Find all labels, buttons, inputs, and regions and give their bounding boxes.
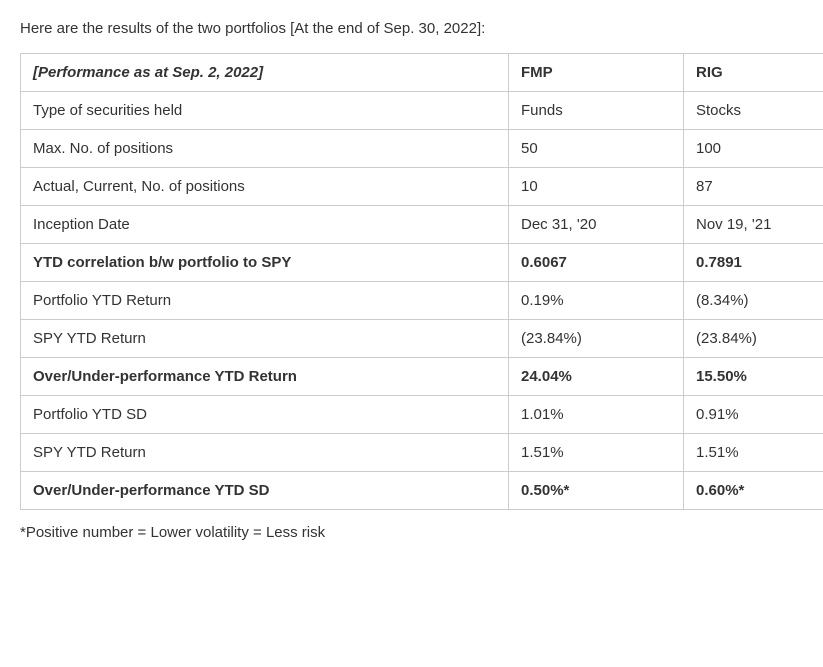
- row-fmp-value: 0.19%: [509, 282, 684, 320]
- row-rig-value: 1.51%: [684, 434, 823, 472]
- row-label: Type of securities held: [21, 92, 509, 130]
- row-rig-value: 0.91%: [684, 396, 823, 434]
- row-fmp-value: 1.51%: [509, 434, 684, 472]
- row-fmp-value: 1.01%: [509, 396, 684, 434]
- table-row: Type of securities heldFundsStocks: [21, 92, 823, 130]
- row-rig-value: 100: [684, 130, 823, 168]
- row-label: Max. No. of positions: [21, 130, 509, 168]
- row-fmp-value: Dec 31, '20: [509, 206, 684, 244]
- row-rig-value: 15.50%: [684, 358, 823, 396]
- row-label: Inception Date: [21, 206, 509, 244]
- row-fmp-value: 0.6067: [509, 244, 684, 282]
- table-row: YTD correlation b/w portfolio to SPY0.60…: [21, 244, 823, 282]
- table-row: Over/Under-performance YTD Return24.04%1…: [21, 358, 823, 396]
- row-fmp-value: 0.50%*: [509, 472, 684, 510]
- row-label: Portfolio YTD Return: [21, 282, 509, 320]
- table-row: Portfolio YTD Return0.19%(8.34%): [21, 282, 823, 320]
- table-row: Actual, Current, No. of positions1087: [21, 168, 823, 206]
- row-label: Over/Under-performance YTD SD: [21, 472, 509, 510]
- row-rig-value: Nov 19, '21: [684, 206, 823, 244]
- header-fmp: FMP: [509, 54, 684, 92]
- performance-table: [Performance as at Sep. 2, 2022] FMP RIG…: [20, 53, 823, 510]
- row-fmp-value: 24.04%: [509, 358, 684, 396]
- row-rig-value: 0.7891: [684, 244, 823, 282]
- table-row: SPY YTD Return(23.84%)(23.84%): [21, 320, 823, 358]
- header-label: [Performance as at Sep. 2, 2022]: [21, 54, 509, 92]
- table-row: SPY YTD Return1.51%1.51%: [21, 434, 823, 472]
- row-rig-value: (8.34%): [684, 282, 823, 320]
- row-label: Portfolio YTD SD: [21, 396, 509, 434]
- row-label: Actual, Current, No. of positions: [21, 168, 509, 206]
- table-row: Over/Under-performance YTD SD0.50%*0.60%…: [21, 472, 823, 510]
- footnote-text: *Positive number = Lower volatility = Le…: [20, 524, 803, 541]
- row-label: SPY YTD Return: [21, 434, 509, 472]
- row-fmp-value: Funds: [509, 92, 684, 130]
- row-label: SPY YTD Return: [21, 320, 509, 358]
- row-rig-value: Stocks: [684, 92, 823, 130]
- row-fmp-value: 50: [509, 130, 684, 168]
- intro-text: Here are the results of the two portfoli…: [20, 20, 803, 37]
- row-fmp-value: 10: [509, 168, 684, 206]
- table-header-row: [Performance as at Sep. 2, 2022] FMP RIG: [21, 54, 823, 92]
- row-label: YTD correlation b/w portfolio to SPY: [21, 244, 509, 282]
- row-rig-value: 87: [684, 168, 823, 206]
- table-row: Portfolio YTD SD1.01%0.91%: [21, 396, 823, 434]
- table-row: Inception DateDec 31, '20Nov 19, '21: [21, 206, 823, 244]
- row-rig-value: 0.60%*: [684, 472, 823, 510]
- table-body: Type of securities heldFundsStocksMax. N…: [21, 92, 823, 510]
- row-label: Over/Under-performance YTD Return: [21, 358, 509, 396]
- table-row: Max. No. of positions50100: [21, 130, 823, 168]
- row-rig-value: (23.84%): [684, 320, 823, 358]
- row-fmp-value: (23.84%): [509, 320, 684, 358]
- header-rig: RIG: [684, 54, 823, 92]
